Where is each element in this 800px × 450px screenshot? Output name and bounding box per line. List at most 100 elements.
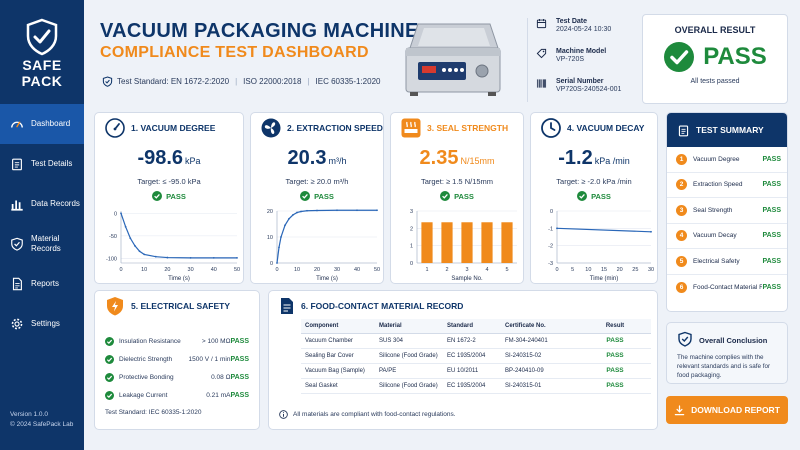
page-title: VACUUM PACKAGING MACHINE [100, 20, 419, 42]
y-tick-label: 0 [270, 261, 273, 267]
sidebar-item-label: Data Records [31, 199, 80, 208]
gauge-icon [105, 118, 125, 138]
clipboard-icon [678, 124, 689, 136]
x-tick-label: 50 [374, 267, 380, 273]
x-tick-label: 30 [334, 267, 340, 273]
meta-test-date: Test Date 2024-05-24 10:30 [536, 18, 612, 33]
sidebar-item-label: Test Details [31, 159, 73, 168]
electrical-test-value: 0.21 mA [206, 391, 231, 399]
copyright-text: © 2024 SafePack Lab [10, 421, 74, 428]
standard-3: IEC 60335-1:2020 [315, 77, 381, 86]
document-icon [281, 298, 293, 314]
sidebar-item-reports[interactable]: Reports [0, 264, 84, 304]
summary-row: 3 Seal Strength PASS [667, 198, 787, 224]
bar-chart-icon [11, 200, 23, 211]
data-point [292, 214, 294, 216]
y-tick-label: 0 [550, 209, 553, 215]
electrical-row: Insulation Resistance > 100 MΩ PASS [105, 335, 249, 347]
data-point [138, 250, 141, 253]
summary-row: 1 Vacuum Degree PASS [667, 147, 787, 173]
table-cell-result: PASS [575, 363, 651, 379]
check-circle-icon [300, 191, 311, 201]
sidebar-item-label: Reports [31, 279, 60, 288]
clock-icon [541, 118, 561, 138]
table-cell: BP-240410-09 [501, 363, 575, 379]
data-point [288, 217, 290, 220]
table-cell: EC 1935/2004 [443, 348, 501, 364]
column-header: Standard [443, 319, 501, 334]
test-summary-title: TEST SUMMARY [696, 125, 764, 135]
sidebar: SAFE PACK Dashboard Test Details Data Re… [0, 0, 84, 450]
x-axis-label: Sample No. [451, 276, 483, 282]
electrical-row: Leakage Current 0.21 mA PASS [105, 389, 249, 401]
shield-check-icon [102, 76, 113, 87]
sidebar-item-material-records[interactable]: Material Records [0, 224, 84, 264]
table-row: Sealing Bar Cover Silicone (Food Grade) … [301, 348, 651, 364]
table-cell: SI-240315-02 [501, 348, 575, 364]
y-tick-label: 1 [410, 244, 413, 250]
data-point [300, 210, 302, 213]
sidebar-item-test-details[interactable]: Test Details [0, 144, 84, 184]
test-summary-panel: TEST SUMMARY 1 Vacuum Degree PASS 2 Extract… [666, 112, 788, 312]
data-point [336, 209, 338, 212]
summary-number: 3 [676, 204, 687, 216]
data-point [356, 209, 358, 212]
x-tick-label: 0 [555, 267, 558, 273]
serial-value: VP720S-240524-001 [556, 86, 622, 93]
bar [441, 222, 453, 263]
table-cell: EC 1935/2004 [443, 378, 501, 394]
y-tick-label: -3 [548, 261, 553, 267]
data-point [556, 227, 558, 230]
x-tick-label: 15 [601, 267, 607, 273]
series-line [276, 209, 377, 264]
summary-name: Vacuum Degree [693, 155, 740, 163]
download-report-button[interactable]: DOWNLOAD REPORT [666, 396, 788, 424]
table-cell: Seal Gasket [301, 378, 375, 394]
fan-icon [261, 118, 281, 138]
sidebar-footer: Version 1.0.0 © 2024 SafePack Lab [10, 410, 73, 430]
y-tick-label: -100 [106, 256, 117, 262]
vacuum-degree-target: Target: ≤ -95.0 kPa [137, 177, 201, 186]
x-tick-label: 30 [648, 267, 654, 273]
x-tick-label: 40 [354, 267, 360, 273]
data-point [306, 209, 308, 212]
tag-icon [536, 48, 547, 59]
food-contact-note-text: All materials are compliant with food-co… [293, 411, 456, 418]
sidebar-item-settings[interactable]: Settings [0, 304, 84, 344]
electrical-test-value: 1500 V / 1 min [188, 355, 231, 363]
sidebar-item-data-records[interactable]: Data Records [0, 184, 84, 224]
extraction-speed-chart: 0 10 20 0 10 20 30 40 50 Time (s) [267, 209, 380, 282]
test-standards-line: Test Standard: EN 1672-2:2020 | ISO 2200… [102, 76, 380, 87]
x-tick-label: 10 [294, 267, 300, 273]
calendar-icon [536, 19, 547, 29]
x-axis-label: Time (s) [168, 276, 190, 282]
table-cell: EU 10/2011 [443, 363, 501, 379]
column-header: Result [575, 319, 651, 334]
summary-row: 5 Electrical Safety PASS [667, 249, 787, 275]
sidebar-item-dashboard[interactable]: Dashboard [0, 104, 84, 144]
logo-text-line2: PACK [21, 73, 63, 89]
electrical-test-result: PASS [230, 337, 249, 345]
x-axis-label: Time (s) [316, 276, 338, 282]
x-tick-label: 10 [141, 267, 147, 273]
y-tick-label: -2 [548, 244, 553, 250]
table-row: Seal Gasket Silicone (Food Grade) EC 193… [301, 378, 651, 394]
data-point [134, 244, 136, 247]
bar [461, 222, 473, 263]
vacuum-degree-value: -98.6 [137, 147, 184, 169]
summary-name: Electrical Safety [693, 257, 740, 265]
series-line [556, 227, 652, 233]
version-text: Version 1.0.0 [10, 411, 48, 418]
electrical-row: Protective Bonding 0.08 Ω PASS [105, 371, 249, 383]
x-tick-label: 5 [571, 267, 574, 273]
test-date-value: 2024-05-24 10:30 [556, 26, 612, 33]
card-title: 5. ELECTRICAL SAFETY [131, 301, 231, 311]
card-title: 6. FOOD-CONTACT MATERIAL RECORD [301, 301, 464, 311]
electrical-test-name: Protective Bonding [119, 373, 174, 381]
x-tick-label: 0 [275, 267, 278, 273]
data-point [278, 246, 280, 249]
x-tick-label: 20 [164, 267, 170, 273]
table-cell: Silicone (Food Grade) [375, 348, 443, 364]
column-header: Component [301, 319, 375, 334]
